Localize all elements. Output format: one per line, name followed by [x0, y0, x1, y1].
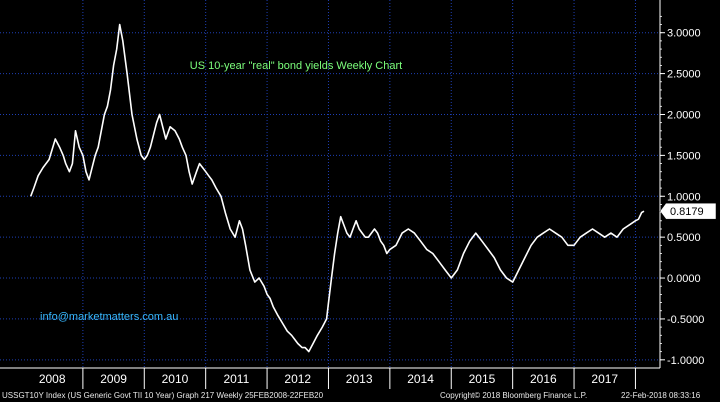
y-tick-label: 0.0000 — [667, 273, 701, 285]
x-tick-label: 2015 — [469, 372, 496, 386]
footer-timestamp: 22-Feb-2018 08:33:16 — [621, 391, 701, 400]
x-axis-band — [0, 368, 720, 389]
footer-security-info: USSGT10Y Index (US Generic Govt TII 10 Y… — [2, 391, 324, 400]
x-tick-label: 2010 — [162, 372, 189, 386]
y-tick-label: -1.0000 — [667, 355, 704, 367]
chart-footer: USSGT10Y Index (US Generic Govt TII 10 Y… — [0, 389, 720, 402]
x-tick-label: 2013 — [346, 372, 373, 386]
last-value-marker: 0.8179 — [659, 202, 717, 220]
y-tick-label: 2.5000 — [667, 69, 701, 81]
x-tick-label: 2017 — [591, 372, 618, 386]
x-tick-label: 2016 — [530, 372, 557, 386]
y-tick-label: 2.0000 — [667, 109, 701, 121]
y-tick-label: -0.5000 — [667, 314, 704, 326]
y-tick-label: 0.5000 — [667, 232, 701, 244]
footer-copyright: Copyright© 2018 Bloomberg Finance L.P. — [440, 391, 588, 400]
y-tick-label: 1.0000 — [667, 191, 701, 203]
x-tick-label: 2012 — [284, 372, 311, 386]
contact-annotation: info@marketmatters.com.au — [40, 311, 178, 323]
last-value-box — [659, 202, 717, 220]
last-value-label: 0.8179 — [670, 206, 704, 218]
yield-series-line — [29, 23, 645, 353]
y-axis: 3.0000 2.5000 2.0000 1.5000 1.0000 0.5000 0.00… — [659, 0, 704, 368]
x-axis: 2008 2009 2010 2011 2012 2013 2014 2015 2016 2017 — [0, 367, 720, 389]
x-tick-label: 2009 — [100, 372, 127, 386]
chart-grid — [0, 0, 660, 368]
y-tick-label: 3.0000 — [667, 28, 701, 40]
x-tick-label: 2014 — [407, 372, 434, 386]
y-tick-label: 1.5000 — [667, 150, 701, 162]
x-tick-label: 2011 — [223, 372, 249, 386]
chart-title: US 10-year "real" bond yields Weekly Cha… — [190, 60, 402, 72]
x-tick-label: 2008 — [39, 372, 66, 386]
